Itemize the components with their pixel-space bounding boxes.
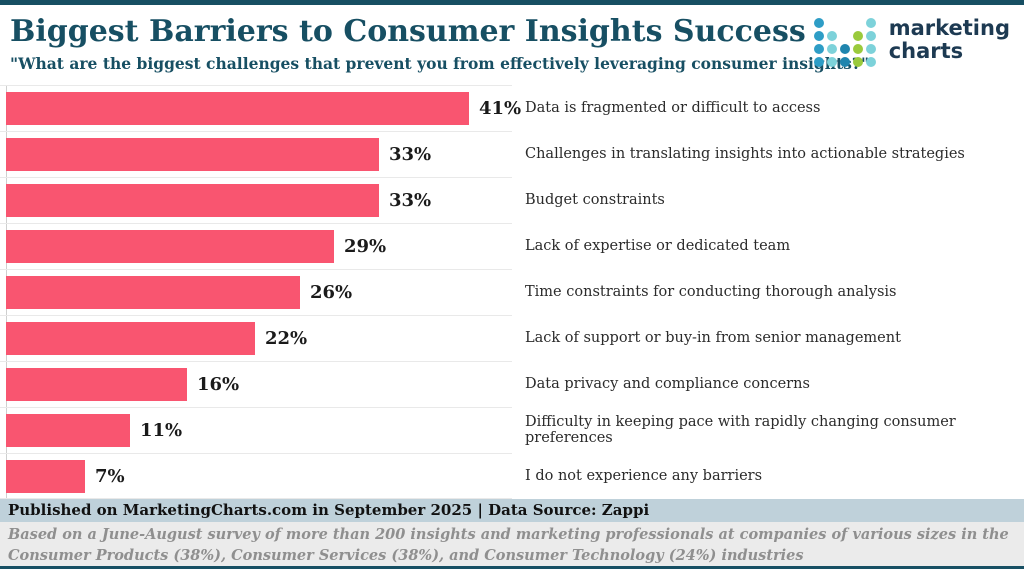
- logo-dot-icon: [852, 57, 863, 67]
- bar: [6, 92, 469, 125]
- methodology-note-line1: Based on a June-August survey of more th…: [8, 526, 1009, 543]
- logo-dot-icon: [813, 57, 824, 67]
- bar: [6, 414, 130, 447]
- chart-row: 22% Lack of support or buy-in from senior…: [0, 315, 1024, 361]
- category-label: Time constraints for conducting thorough…: [525, 284, 897, 300]
- logo-word-marketing: marketing: [888, 16, 1010, 40]
- chart-row: 16% Data privacy and compliance concerns: [0, 361, 1024, 407]
- logo-word-charts: charts: [888, 38, 964, 63]
- logo-dot-icon: [826, 57, 837, 67]
- category-label: Lack of support or buy-in from senior ma…: [525, 330, 901, 346]
- logo-dot-icon: [852, 44, 863, 54]
- bar-plot-cell: 16%: [0, 361, 512, 407]
- bar: [6, 230, 334, 263]
- bar-value-label: 11%: [140, 420, 183, 441]
- bar-plot-cell: 29%: [0, 223, 512, 269]
- header: Biggest Barriers to Consumer Insights Su…: [0, 5, 1024, 85]
- logo-dot-empty: [840, 31, 850, 41]
- category-label: Difficulty in keeping pace with rapidly …: [525, 414, 956, 446]
- logo-dot-icon: [865, 57, 876, 67]
- category-label: Data privacy and compliance concerns: [525, 376, 810, 392]
- logo-dot-empty: [853, 18, 863, 28]
- methodology-note: Based on a June-August survey of more th…: [0, 522, 1024, 566]
- logo-wordmark: marketing charts: [889, 17, 1010, 62]
- logo-dot-icon: [813, 18, 824, 28]
- logo-dot-icon: [813, 44, 824, 54]
- bar-value-label: 33%: [389, 190, 432, 211]
- bottom-accent-border: [0, 566, 1024, 569]
- logo-dot-icon: [852, 31, 863, 41]
- bar-plot-cell: 7%: [0, 453, 512, 499]
- bar-plot-cell: 11%: [0, 407, 512, 453]
- bar-value-label: 41%: [479, 98, 522, 119]
- chart-title: Biggest Barriers to Consumer Insights Su…: [10, 14, 806, 49]
- bar: [6, 184, 379, 217]
- bar: [6, 368, 187, 401]
- chart-row: 33% Challenges in translating insights in…: [0, 131, 1024, 177]
- bar-chart: 41% Data is fragmented or difficult to ac…: [0, 85, 1024, 499]
- bar: [6, 276, 300, 309]
- logo-dot-icon: [865, 31, 876, 41]
- logo-dot-matrix-icon: [813, 18, 879, 70]
- logo-dot-icon: [839, 44, 850, 54]
- top-accent-border: [0, 0, 1024, 5]
- marketingcharts-logo: marketing charts: [813, 15, 1010, 70]
- bar-plot-cell: 22%: [0, 315, 512, 361]
- bar-value-label: 22%: [265, 328, 308, 349]
- bar: [6, 459, 85, 493]
- category-label: Lack of expertise or dedicated team: [525, 238, 791, 254]
- bar: [6, 138, 379, 171]
- logo-dot-empty: [827, 18, 837, 28]
- chart-row: 11% Difficulty in keeping pace with rapid…: [0, 407, 1024, 453]
- bar: [6, 322, 255, 355]
- bar-value-label: 33%: [389, 144, 432, 165]
- logo-dot-icon: [826, 31, 837, 41]
- bar-value-label: 29%: [344, 236, 387, 257]
- category-label: Data is fragmented or difficult to acces…: [525, 100, 821, 116]
- bar-value-label: 7%: [95, 465, 125, 487]
- bar-plot-cell: 33%: [0, 131, 512, 177]
- logo-dot-icon: [865, 44, 876, 54]
- bar-plot-cell: 41%: [0, 85, 521, 131]
- published-source-bar: Published on MarketingCharts.com in Sept…: [0, 499, 1024, 522]
- bar-plot-cell: 26%: [0, 269, 512, 315]
- category-label: Budget constraints: [525, 192, 665, 208]
- bar-value-label: 16%: [197, 374, 240, 395]
- chart-subtitle: "What are the biggest challenges that pr…: [10, 54, 870, 73]
- category-label: I do not experience any barriers: [525, 468, 763, 484]
- chart-row: 26% Time constraints for conducting thoro…: [0, 269, 1024, 315]
- chart-row: 7% I do not experience any barriers: [0, 453, 1024, 499]
- logo-dot-empty: [840, 18, 850, 28]
- chart-row: 33% Budget constraints: [0, 177, 1024, 223]
- bar-plot-cell: 33%: [0, 177, 512, 223]
- methodology-note-line2: Consumer Products (38%), Consumer Servic…: [8, 547, 804, 565]
- logo-dot-icon: [826, 44, 837, 54]
- logo-dot-icon: [865, 18, 876, 28]
- category-label: Challenges in translating insights into …: [525, 146, 965, 162]
- logo-dot-icon: [839, 57, 850, 67]
- logo-dot-icon: [813, 31, 824, 41]
- chart-rows: 41% Data is fragmented or difficult to ac…: [0, 85, 1024, 499]
- chart-row: 41% Data is fragmented or difficult to ac…: [0, 85, 1024, 131]
- bar-value-label: 26%: [310, 282, 353, 303]
- chart-row: 29% Lack of expertise or dedicated team: [0, 223, 1024, 269]
